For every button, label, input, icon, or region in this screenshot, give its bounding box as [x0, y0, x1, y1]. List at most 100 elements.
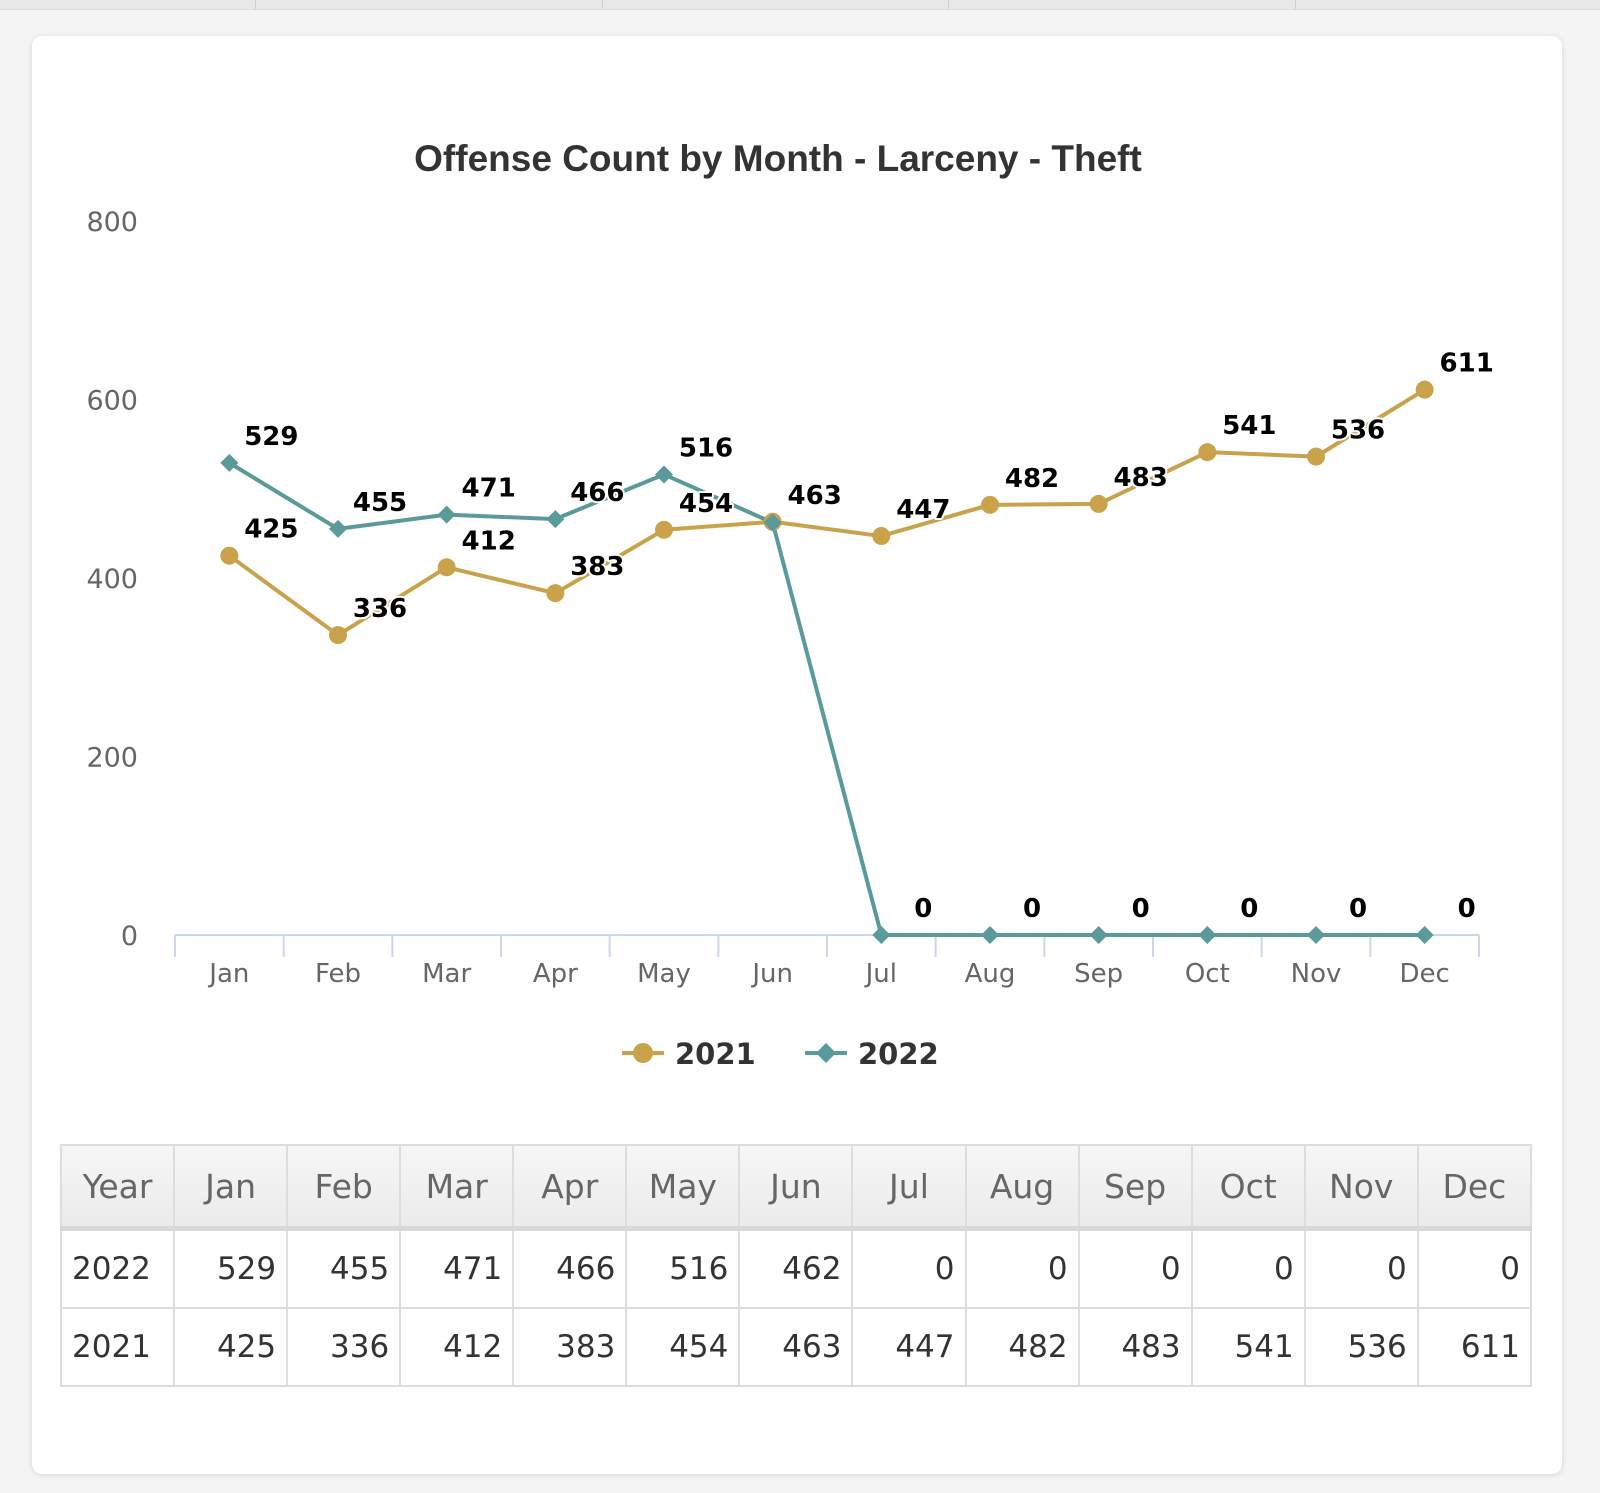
x-tick-label: Aug: [965, 959, 1016, 989]
tab-divider: [948, 0, 949, 9]
table-row: 2022 529 455 471 466 516 462 0 0 0 0 0 0: [59, 1227, 1533, 1309]
series-line-2021: [228, 387, 1426, 638]
data-table: Year Jan Feb Mar Apr May Jun Jul Aug Sep Oct Nov Dec…: [59, 1144, 1533, 1387]
table-cell: 0: [1416, 1227, 1533, 1309]
data-label-2022-jul: 0: [914, 894, 932, 924]
series-line-2022: [228, 461, 1425, 937]
legend-marker-2021: [633, 1043, 653, 1063]
table-header-aug: Aug: [964, 1144, 1080, 1231]
data-label-2022-aug: 0: [1023, 894, 1041, 924]
table-header-nov: Nov: [1303, 1144, 1419, 1231]
point-2022-mar: [437, 505, 456, 524]
y-tick-label: 0: [121, 921, 138, 952]
data-label-2022-mar: 471: [462, 474, 516, 504]
data-label-2021-jul: 447: [896, 495, 950, 525]
point-2021-oct: [1198, 443, 1217, 462]
data-label-2022-jan: 529: [244, 422, 298, 452]
point-2022-may: [655, 465, 673, 484]
data-label-2022-dec: 0: [1458, 894, 1476, 924]
point-2022-apr: [546, 510, 565, 529]
table-cell: 466: [512, 1227, 628, 1309]
table-cell: 471: [399, 1227, 515, 1309]
x-tick-label: Feb: [315, 959, 361, 989]
x-tick-label: Jul: [864, 959, 897, 989]
point-2022-dec: [1415, 926, 1434, 944]
point-2022-oct: [1198, 926, 1217, 944]
y-tick-label: 600: [86, 386, 138, 417]
point-2021-jul: [872, 527, 891, 546]
point-2021-may: [655, 520, 673, 539]
data-label-2021-sep: 483: [1114, 463, 1168, 493]
table-cell: 425: [173, 1307, 289, 1387]
table-header-sep: Sep: [1077, 1144, 1193, 1231]
table-cell: 611: [1416, 1307, 1533, 1387]
tab-divider: [1295, 0, 1296, 9]
point-2021-sep: [1089, 494, 1108, 513]
point-2021-nov: [1307, 447, 1325, 466]
point-2022-jul: [872, 926, 891, 944]
chart-title: Offense Count by Month - Larceny - Theft: [414, 138, 1142, 179]
table-cell: 0: [964, 1227, 1080, 1309]
table-cell: 0: [851, 1227, 967, 1309]
point-2022-sep: [1089, 926, 1108, 944]
y-tick-label: 800: [86, 207, 138, 238]
point-2022-jun: [763, 513, 782, 532]
table-cell: 0: [1303, 1227, 1419, 1309]
point-2021-jan: [220, 546, 239, 565]
x-tick-label: Nov: [1291, 959, 1342, 989]
table-header-apr: Apr: [512, 1144, 628, 1231]
x-tick-label: Sep: [1074, 959, 1123, 989]
data-label-2021-apr: 383: [570, 552, 624, 582]
point-2022-feb: [329, 519, 347, 538]
y-tick-label: 200: [86, 743, 138, 774]
table-cell: 482: [964, 1307, 1080, 1387]
table-header-year: Year: [59, 1144, 176, 1231]
table-cell: 455: [286, 1227, 402, 1309]
table-cell: 0: [1077, 1227, 1193, 1309]
table-header-feb: Feb: [286, 1144, 402, 1231]
table-header-dec: Dec: [1416, 1144, 1533, 1231]
table-cell: 463: [738, 1307, 854, 1387]
table-cell: 412: [399, 1307, 515, 1387]
table-header-row: Year Jan Feb Mar Apr May Jun Jul Aug Sep Oct Nov Dec: [59, 1144, 1533, 1231]
table-cell: 0: [1190, 1227, 1306, 1309]
data-label-2022-apr: 466: [570, 478, 624, 508]
tab-divider: [255, 0, 256, 9]
tab-divider: [602, 0, 603, 9]
legend-marker-2022: [816, 1043, 836, 1063]
data-label-2022-may: 516: [679, 433, 733, 463]
table-cell-year: 2021: [59, 1307, 176, 1387]
legend-label-2022: 2022: [858, 1037, 939, 1071]
top-tab-strip: [0, 0, 1600, 10]
x-tick-label: May: [637, 959, 691, 989]
table-header-jul: Jul: [851, 1144, 967, 1231]
table-row: 2021 425 336 412 383 454 463 447 482 483 541 536 611: [59, 1307, 1533, 1387]
x-tick-label: Oct: [1185, 959, 1230, 989]
line-chart: Offense Count by Month - Larceny - Theft…: [86, 138, 1495, 1071]
table-cell-year: 2022: [59, 1227, 176, 1309]
table-cell: 483: [1077, 1307, 1193, 1387]
point-2022-nov: [1307, 926, 1325, 944]
point-2021-apr: [546, 584, 565, 603]
point-2021-dec: [1415, 380, 1434, 399]
table-cell: 541: [1190, 1307, 1306, 1387]
point-2021-feb: [329, 626, 347, 645]
data-label-2021-may: 454: [679, 489, 733, 519]
point-2022-jan: [220, 453, 239, 472]
data-label-2021-mar: 412: [462, 526, 516, 556]
data-label-2021-jan: 425: [244, 515, 298, 545]
table-header-mar: Mar: [399, 1144, 515, 1231]
table-cell: 536: [1303, 1307, 1419, 1387]
x-tick-label: Dec: [1400, 959, 1450, 989]
x-tick-label: Jan: [207, 959, 249, 989]
chart-card: Offense Count by Month - Larceny - Theft…: [32, 36, 1562, 1474]
x-tick-label: Apr: [533, 959, 578, 989]
data-label-2021-aug: 482: [1005, 464, 1059, 494]
table-cell: 336: [286, 1307, 402, 1387]
table-cell: 383: [512, 1307, 628, 1387]
data-label-2022-oct: 0: [1240, 894, 1258, 924]
legend-label-2021: 2021: [675, 1037, 756, 1071]
data-label-2022-feb: 455: [353, 488, 407, 518]
table-cell: 454: [625, 1307, 741, 1387]
x-tick-label: Mar: [422, 959, 471, 989]
